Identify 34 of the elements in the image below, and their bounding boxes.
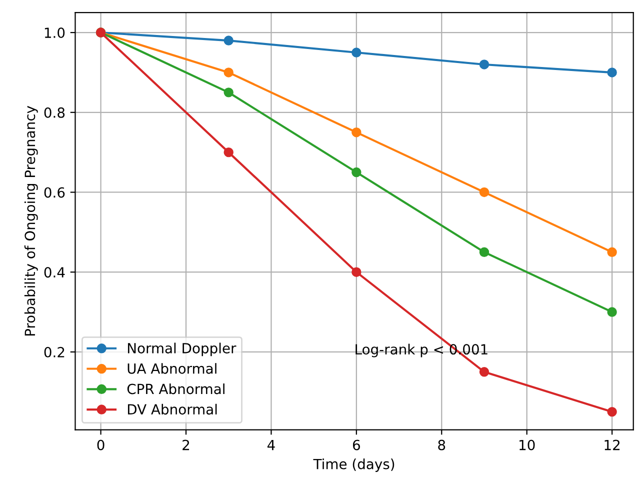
point: [479, 60, 490, 70]
y-tick-label: 0.4: [44, 267, 65, 278]
legend-label: Normal Doppler: [128, 342, 236, 356]
point: [479, 247, 490, 257]
y-axis-title: Probability of Ongoing Pregnancy: [24, 106, 38, 336]
x-tick-label: 8: [438, 440, 446, 450]
legend-label: UA Abnormal: [128, 363, 216, 374]
point: [352, 167, 362, 178]
x-tick-label: 0: [97, 440, 104, 450]
point: [479, 367, 490, 377]
y-tick-label: 0.8: [44, 107, 65, 118]
x-tick-label: 12: [604, 440, 620, 450]
y-tick-label: 1.0: [44, 28, 65, 38]
point: [224, 68, 234, 78]
point: [352, 267, 362, 277]
x-tick-label: 6: [352, 440, 360, 450]
point: [352, 127, 362, 138]
x-tick-label: 10: [520, 440, 535, 450]
legend-label: DV Abnormal: [128, 404, 217, 415]
x-axis-title: Time (days): [313, 458, 394, 472]
point: [607, 406, 617, 417]
legend-label: CPR Abnormal: [127, 383, 224, 394]
point: [224, 88, 234, 98]
point: [607, 247, 617, 257]
point: [607, 307, 617, 317]
point: [479, 187, 490, 198]
point: [224, 147, 234, 158]
point: [224, 36, 234, 46]
y-tick-label: 0.6: [44, 187, 65, 198]
x-tick-label: 4: [267, 440, 275, 450]
y-tick-label: 0.2: [44, 346, 64, 358]
point: [352, 48, 362, 58]
point: [607, 68, 617, 78]
x-tick-label: 2: [182, 440, 190, 450]
